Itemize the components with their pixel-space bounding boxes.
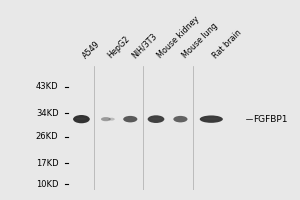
Ellipse shape: [101, 117, 111, 121]
Ellipse shape: [123, 116, 137, 122]
Ellipse shape: [200, 115, 223, 123]
Text: 43KD: 43KD: [36, 82, 58, 91]
Text: 26KD: 26KD: [36, 132, 58, 141]
Ellipse shape: [173, 116, 188, 122]
Ellipse shape: [108, 118, 115, 121]
Ellipse shape: [151, 118, 161, 120]
Text: 34KD: 34KD: [36, 109, 58, 118]
Text: Rat brain: Rat brain: [211, 28, 244, 60]
Ellipse shape: [176, 118, 185, 120]
Text: Mouse lung: Mouse lung: [180, 21, 219, 60]
Ellipse shape: [73, 115, 90, 123]
Ellipse shape: [126, 118, 135, 120]
Ellipse shape: [76, 118, 87, 120]
Text: A549: A549: [81, 39, 103, 60]
Text: Mouse kidney: Mouse kidney: [156, 14, 202, 60]
Text: 10KD: 10KD: [36, 180, 58, 189]
Ellipse shape: [103, 118, 109, 120]
Text: 17KD: 17KD: [36, 159, 58, 168]
Text: NIH/3T3: NIH/3T3: [130, 31, 159, 60]
Ellipse shape: [148, 115, 164, 123]
Text: FGFBP1: FGFBP1: [254, 115, 288, 124]
Ellipse shape: [204, 118, 219, 120]
Text: HepG2: HepG2: [106, 34, 132, 60]
